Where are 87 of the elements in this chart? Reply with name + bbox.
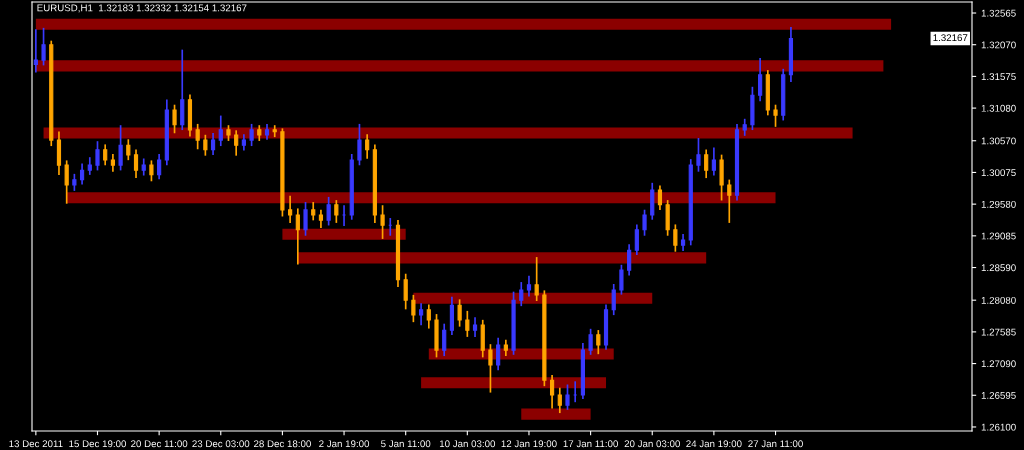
candlestick — [172, 104, 177, 134]
x-tick-label: 13 Dec 2011 — [9, 440, 63, 448]
candlestick — [696, 137, 701, 172]
chart-title: EURUSD,H1 1.32183 1.32332 1.32154 1.32167 — [37, 4, 247, 13]
candlestick — [103, 144, 108, 166]
candlestick — [157, 154, 162, 180]
candlestick — [419, 303, 424, 326]
candlestick — [295, 208, 300, 265]
x-tick-label: 2 Jan 19:00 — [319, 440, 370, 448]
y-tick-label: 1.29580 — [981, 200, 1016, 208]
candlestick — [288, 195, 293, 223]
x-tick-label: 24 Jan 19:00 — [686, 440, 742, 448]
candlestick — [195, 123, 200, 150]
candlestick — [611, 283, 616, 316]
candlestick — [203, 134, 208, 156]
candlestick — [657, 185, 663, 211]
x-tick-label: 10 Jan 03:00 — [439, 440, 496, 448]
candlestick — [488, 344, 493, 393]
annotation: 1.32167 — [933, 34, 968, 42]
y-tick-label: 1.27090 — [981, 360, 1016, 368]
y-tick-label: 1.31080 — [981, 104, 1016, 112]
candlestick — [210, 132, 216, 156]
candlestick — [496, 337, 501, 371]
candlestick — [619, 264, 624, 295]
candlestick — [126, 139, 131, 161]
candlestick — [642, 209, 647, 236]
candlestick — [149, 160, 154, 182]
candlestick — [773, 104, 778, 127]
candlestick — [326, 196, 331, 226]
candlestick — [758, 57, 763, 102]
candlestick — [365, 134, 370, 159]
x-tick-label: 15 Dec 19:00 — [69, 440, 127, 448]
y-tick-label: 1.26100 — [981, 423, 1016, 431]
candlestick — [442, 323, 447, 357]
candlestick — [79, 163, 85, 185]
candlestick — [519, 282, 524, 307]
x-tick-label: 12 Jan 19:00 — [501, 440, 557, 448]
y-tick-label: 1.29085 — [981, 232, 1016, 240]
y-tick-label: 1.32565 — [981, 9, 1016, 17]
y-tick-label: 1.28080 — [981, 296, 1016, 304]
candlestick — [711, 147, 716, 176]
candlestick — [534, 257, 539, 302]
x-tick-label: 20 Jan 03:00 — [624, 440, 680, 448]
candlestick — [133, 149, 139, 179]
y-tick-label: 1.31575 — [981, 73, 1016, 81]
x-tick-label: 23 Dec 03:00 — [192, 440, 250, 448]
candlestick — [41, 27, 46, 66]
candlestick — [234, 130, 239, 156]
candlestick — [218, 115, 223, 147]
candlestick — [727, 179, 732, 223]
candlestick — [272, 125, 277, 138]
x-tick-label: 20 Dec 11:00 — [131, 440, 188, 448]
y-tick-label: 1.30075 — [981, 169, 1016, 177]
candlestick — [380, 205, 385, 239]
candlestick — [526, 275, 532, 297]
candlestick — [334, 200, 339, 223]
y-tick-label: 1.32070 — [981, 41, 1016, 49]
candlestick — [426, 304, 431, 329]
x-tick-label: 28 Dec 18:00 — [253, 440, 311, 448]
y-tick-label: 1.28590 — [981, 264, 1016, 272]
candlestick — [549, 374, 555, 409]
x-tick-label: 27 Jan 11:00 — [748, 440, 803, 448]
candlestick — [118, 125, 123, 171]
candlestick — [357, 123, 362, 166]
candlestick — [64, 160, 69, 204]
candlestick — [565, 384, 570, 410]
candlestick — [411, 294, 416, 323]
y-tick-label: 1.27585 — [981, 328, 1016, 336]
y-tick-label: 1.26595 — [981, 392, 1016, 399]
candlestick — [472, 317, 478, 337]
candlestick — [303, 202, 308, 236]
candlestick — [33, 29, 38, 73]
candlestick — [403, 273, 408, 310]
candlestick — [457, 299, 462, 327]
candlestick — [673, 224, 678, 252]
candlestick — [596, 330, 601, 355]
x-tick-label: 5 Jan 11:00 — [381, 440, 431, 448]
x-tick-label: 17 Jan 11:00 — [563, 440, 618, 448]
candlestick — [465, 310, 470, 337]
candlestick — [704, 149, 709, 179]
candlestick — [557, 387, 562, 414]
candlestick — [588, 328, 593, 355]
candlestick — [249, 123, 254, 147]
y-tick-label: 1.30570 — [981, 137, 1016, 145]
candlestick — [634, 224, 639, 255]
candlestick — [627, 244, 632, 276]
candlestick — [95, 141, 100, 171]
